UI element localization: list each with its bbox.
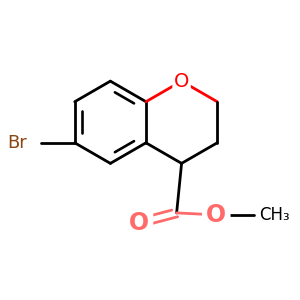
Text: O: O xyxy=(129,211,149,235)
Text: Br: Br xyxy=(8,134,27,152)
Text: O: O xyxy=(174,72,189,91)
Text: CH₃: CH₃ xyxy=(259,206,290,224)
Text: O: O xyxy=(206,203,226,227)
